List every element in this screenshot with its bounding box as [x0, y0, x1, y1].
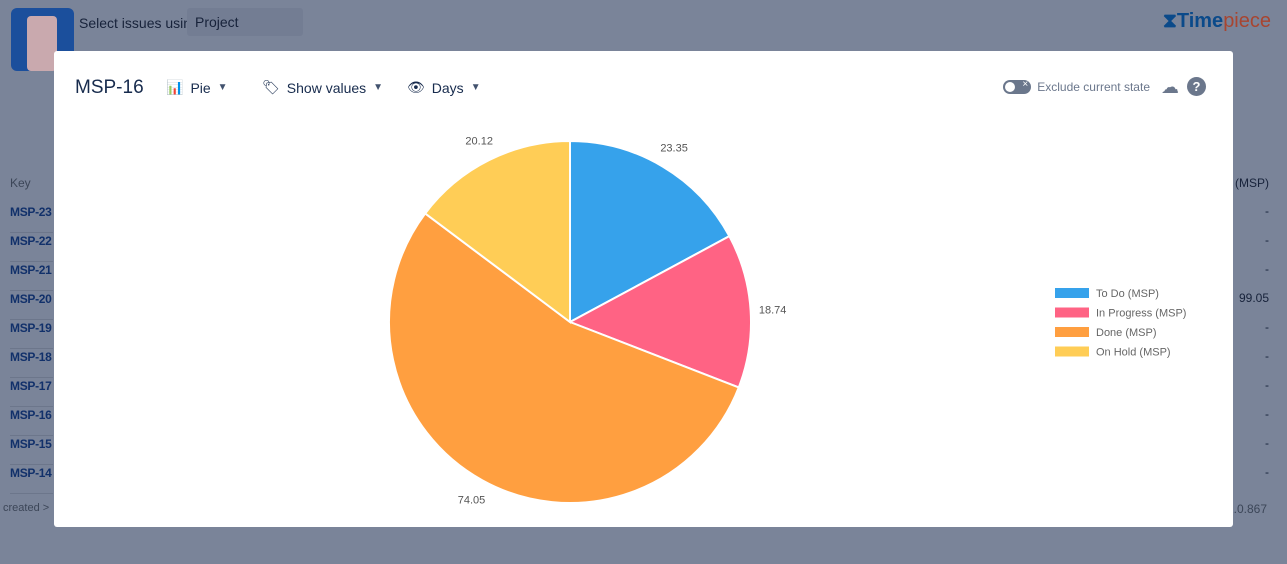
legend-item[interactable]: Done (MSP): [1096, 327, 1157, 339]
slice-value-label: 20.12: [465, 135, 493, 147]
status-value: -: [1265, 378, 1269, 392]
legend-swatch: [1055, 307, 1089, 318]
issue-key-link[interactable]: MSP-23: [10, 204, 53, 233]
status-value: -: [1265, 320, 1269, 334]
slice-value-label: 23.35: [660, 143, 688, 155]
pie-slice[interactable]: [569, 139, 731, 324]
issue-key-link[interactable]: MSP-15: [10, 436, 53, 465]
timepiece-logo: ⧗Timepiece: [1162, 10, 1271, 32]
show-values-dropdown[interactable]: 🏷 Show values ▼: [262, 79, 383, 96]
project-select[interactable]: Project: [187, 8, 303, 36]
chart-type-dropdown[interactable]: 📊 Pie ▼: [166, 79, 228, 96]
issue-key-link[interactable]: MSP-16: [10, 407, 53, 436]
status-column-header: (MSP): [1235, 176, 1269, 190]
eye-icon: 👁: [407, 79, 425, 95]
unit-dropdown[interactable]: 👁 Days ▼: [407, 79, 481, 96]
status-value: -: [1265, 262, 1269, 276]
issue-key-link[interactable]: MSP-18: [10, 349, 53, 378]
cloud-download-icon[interactable]: ☁: [1161, 77, 1179, 97]
legend-item[interactable]: On Hold (MSP): [1096, 347, 1171, 359]
issue-key-link[interactable]: MSP-17: [10, 378, 53, 407]
status-value: -: [1265, 436, 1269, 450]
exclude-label: Exclude current state: [1037, 80, 1150, 94]
issue-keys: MSP-23 MSP-22 MSP-21 MSP-20 MSP-19 MSP-1…: [10, 204, 53, 494]
chevron-down-icon: ▼: [217, 82, 228, 93]
status-value: -: [1265, 465, 1269, 479]
exclude-toggle[interactable]: [1003, 79, 1032, 94]
issue-key-link[interactable]: MSP-14: [10, 465, 53, 494]
slice-value-label: 74.05: [458, 495, 486, 507]
brand-text-b: piece: [1223, 10, 1271, 32]
select-label: Select issues using: [79, 15, 199, 31]
chart-type-label: Pie: [190, 79, 211, 96]
legend-swatch: [1055, 346, 1089, 357]
modal-title: MSP-16: [75, 77, 144, 98]
status-value: -: [1265, 407, 1269, 421]
chart-modal: MSP-16 📊 Pie ▼ 🏷 Show values ▼ 👁 Days ▼ Exclud…: [54, 51, 1233, 527]
issue-key-link[interactable]: MSP-19: [10, 320, 53, 349]
pie-slice[interactable]: [423, 139, 571, 324]
show-values-label: Show values: [286, 79, 367, 96]
status-value: -: [1265, 233, 1269, 247]
chevron-down-icon: ▼: [470, 82, 481, 93]
pie-slice[interactable]: [567, 234, 752, 389]
legend-item[interactable]: In Progress (MSP): [1096, 308, 1186, 320]
unit-label: Days: [431, 79, 464, 96]
issue-key-link[interactable]: MSP-21: [10, 262, 53, 291]
pie-chart: 23.35 To Do (MSP) 18.74 In Progress (MSP) 74…: [388, 135, 1186, 507]
status-column: (MSP) - - - 99.05 - - - - - -: [1235, 176, 1269, 494]
status-value: 99.05: [1238, 291, 1269, 305]
tag-icon: 🏷: [262, 79, 280, 95]
jql-footer: created >: [3, 502, 50, 514]
legend-swatch: [1055, 288, 1089, 298]
pie-slice[interactable]: [388, 212, 741, 504]
legend-swatch: [1055, 327, 1089, 337]
slice-value-label: 18.74: [759, 304, 787, 316]
bar-chart-icon: 📊: [166, 79, 184, 95]
help-icon[interactable]: ?: [1187, 77, 1206, 96]
issue-key-link[interactable]: MSP-22: [10, 233, 53, 262]
status-value: -: [1265, 204, 1269, 218]
status-value: -: [1265, 349, 1269, 363]
key-column-header: Key: [10, 176, 31, 190]
issue-key-link[interactable]: MSP-20: [10, 291, 53, 320]
brand-text-a: Time: [1176, 10, 1224, 32]
legend-item[interactable]: To Do (MSP): [1096, 288, 1159, 300]
chevron-down-icon: ▼: [373, 82, 384, 93]
exclude-current-state[interactable]: Exclude current state: [1003, 79, 1150, 94]
